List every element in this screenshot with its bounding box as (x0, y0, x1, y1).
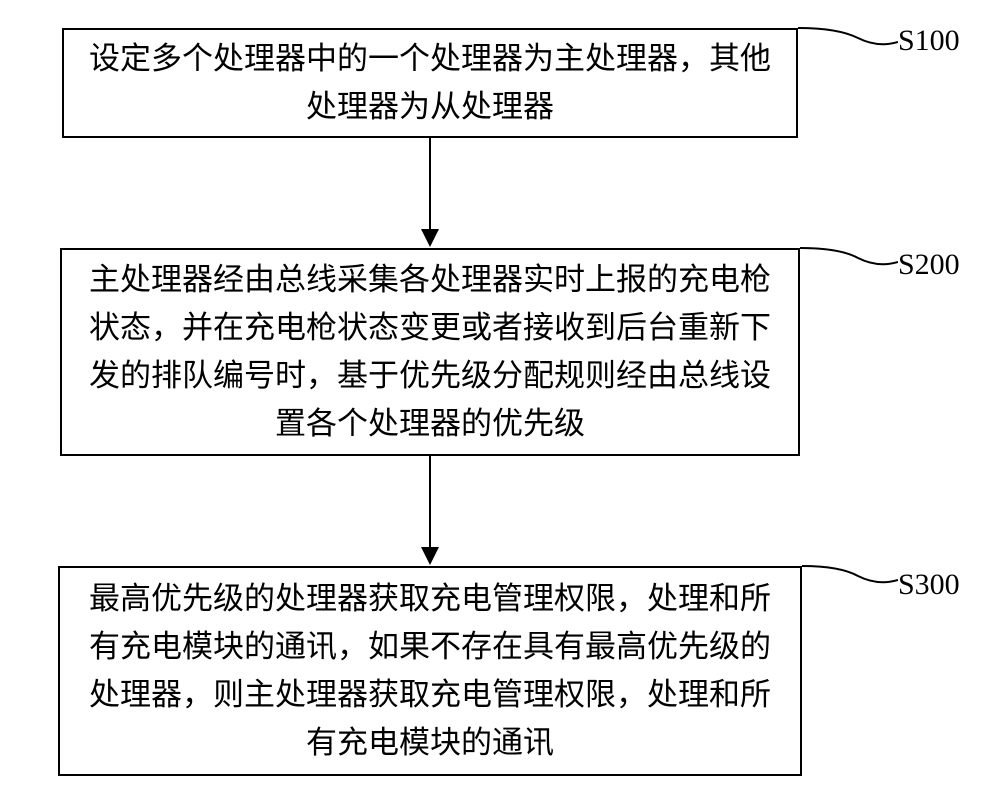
label-s300: S300 (898, 568, 960, 602)
arrow-s100-s200-line (429, 138, 431, 230)
step-text-s100: 设定多个处理器中的一个处理器为主处理器，其他处理器为从处理器 (84, 35, 776, 131)
arrow-s200-s300-head (421, 547, 439, 565)
label-s100: S100 (898, 24, 960, 58)
step-box-s100: 设定多个处理器中的一个处理器为主处理器，其他处理器为从处理器 (62, 28, 798, 138)
arrow-s100-s200-head (421, 229, 439, 247)
flowchart-container: 设定多个处理器中的一个处理器为主处理器，其他处理器为从处理器 S100 主处理器… (0, 0, 1000, 801)
step-box-s200: 主处理器经由总线采集各处理器实时上报的充电枪状态，并在充电枪状态变更或者接收到后… (60, 248, 800, 456)
leader-s200 (800, 242, 898, 272)
label-s200: S200 (898, 248, 960, 282)
leader-s300 (802, 560, 898, 590)
step-text-s300: 最高优先级的处理器获取充电管理权限，处理和所有充电模块的通讯，如果不存在具有最高… (80, 575, 780, 767)
step-box-s300: 最高优先级的处理器获取充电管理权限，处理和所有充电模块的通讯，如果不存在具有最高… (58, 566, 802, 776)
step-text-s200: 主处理器经由总线采集各处理器实时上报的充电枪状态，并在充电枪状态变更或者接收到后… (82, 256, 778, 448)
arrow-s200-s300-line (429, 456, 431, 548)
leader-s100 (798, 22, 898, 52)
